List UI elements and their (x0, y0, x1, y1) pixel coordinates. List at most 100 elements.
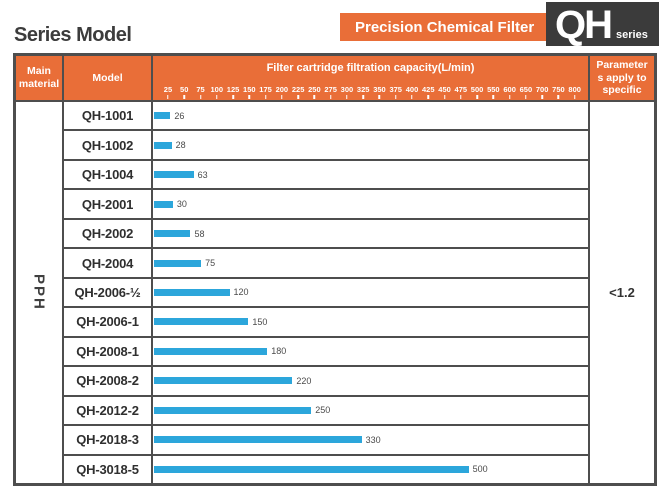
model-cell: QH-2008-1 (63, 336, 152, 367)
capacity-bar-cell: 500 (152, 454, 589, 484)
axis-tick-mark (167, 95, 169, 99)
logo-series-label: series (616, 29, 648, 41)
model-cell: QH-2001 (63, 189, 152, 219)
model-cell: QH-2006-1 (63, 307, 152, 337)
capacity-bar (154, 318, 249, 326)
axis-tick-label: 550 (487, 85, 500, 94)
capacity-bar (154, 141, 172, 149)
axis-tick-label: 700 (535, 85, 549, 94)
capacity-bar-cell: 30 (152, 189, 589, 219)
capacity-bar (154, 406, 312, 414)
capacity-bar (154, 112, 171, 120)
header-capacity: Filter cartridge filtration capacity(L/m… (152, 55, 589, 101)
axis-tick-mark (183, 95, 185, 99)
capacity-bar-cell: 180 (152, 336, 589, 367)
capacity-value: 58 (194, 228, 205, 239)
model-cell: QH-2018-3 (63, 425, 152, 455)
axis-tick-mark (411, 95, 413, 99)
capacity-bar (154, 465, 469, 473)
capacity-bar-cell: 220 (152, 366, 589, 396)
capacity-value: 220 (296, 375, 312, 386)
main-material-cell: PPH (15, 101, 63, 484)
model-cell: QH-1002 (63, 130, 152, 160)
model-cell: QH-2002 (63, 218, 152, 249)
capacity-value: 330 (365, 434, 381, 445)
axis-tick-mark (281, 95, 283, 99)
axis-tick-mark (557, 95, 560, 99)
axis-tick-label: 325 (356, 85, 370, 94)
axis-tick-label: 125 (226, 85, 240, 94)
capacity-value: 250 (315, 405, 331, 416)
axis-tick-mark (199, 95, 202, 99)
axis-tick-label: 175 (259, 85, 272, 94)
axis-tick-mark (264, 95, 267, 99)
page-title: Series Model (14, 24, 132, 46)
axis-tick-mark (248, 95, 251, 99)
axis-tick-label: 650 (519, 85, 533, 94)
axis-tick-mark (541, 95, 543, 99)
axis-tick-label: 200 (275, 85, 289, 94)
axis-tick-label: 750 (552, 85, 565, 94)
axis-tick-label: 75 (196, 85, 205, 94)
capacity-bar-cell: 120 (152, 277, 589, 308)
model-cell: QH-1004 (63, 159, 152, 190)
axis-tick-mark (525, 95, 527, 99)
capacity-bar-cell: 75 (152, 248, 589, 278)
axis-tick-mark (346, 95, 348, 99)
header-parameters: Parameter s apply to specific (589, 55, 655, 101)
capacity-value: 120 (233, 287, 249, 298)
capacity-value: 28 (175, 140, 186, 151)
axis-tick-label: 300 (340, 85, 354, 94)
capacity-bar (154, 200, 173, 208)
capacity-bar-cell: 58 (152, 218, 589, 249)
axis-tick-mark (232, 95, 234, 99)
header-parameters-line: specific (602, 84, 642, 97)
axis-tick-label: 375 (389, 85, 402, 94)
axis-tick-label: 400 (405, 85, 419, 94)
capacity-bar (154, 171, 194, 179)
axis-tick-label: 25 (163, 85, 173, 94)
capacity-bar (154, 288, 230, 296)
capacity-bar-cell: 330 (152, 425, 589, 455)
axis-tick-label: 50 (180, 85, 189, 94)
axis-tick-label: 250 (308, 85, 321, 94)
capacity-bar (154, 347, 268, 355)
header-main-material: Main material (15, 55, 63, 101)
model-cell: QH-2004 (63, 248, 152, 278)
axis-tick-label: 450 (438, 85, 451, 94)
main-material-value: PPH (30, 274, 48, 311)
capacity-value: 26 (174, 110, 185, 121)
axis-tick-mark (492, 95, 495, 99)
capacity-value: 180 (271, 346, 287, 357)
model-cell: QH-2008-2 (63, 366, 152, 396)
axis-tick-mark (476, 95, 478, 99)
axis-tick-label: 275 (324, 85, 337, 94)
axis-tick-mark (362, 95, 364, 99)
header-model: Model (63, 55, 152, 101)
model-cell: QH-1001 (63, 101, 152, 131)
axis-tick-label: 800 (568, 85, 581, 94)
parameters-value: <1.2 (589, 101, 655, 484)
capacity-bar-cell: 150 (152, 307, 589, 337)
model-cell: QH-3018-5 (63, 454, 152, 484)
axis-tick-label: 475 (454, 85, 468, 94)
axis-tick-label: 500 (470, 85, 484, 94)
axis-tick-mark (329, 95, 332, 99)
axis-tick-mark (573, 95, 576, 99)
chart-title: Filter cartridge filtration capacity(L/m… (266, 62, 475, 74)
logo-text: QH (555, 2, 613, 47)
axis-tick-label: 350 (373, 85, 386, 94)
series-logo: QH series (546, 2, 659, 46)
axis-tick-mark (443, 95, 446, 99)
capacity-bar-cell: 28 (152, 130, 589, 160)
capacity-bar-cell: 26 (152, 101, 589, 131)
model-cell: QH-2006-½ (63, 277, 152, 308)
capacity-bar-cell: 250 (152, 395, 589, 426)
axis-tick-mark (297, 95, 299, 99)
axis-tick-mark (508, 95, 511, 99)
axis-tick-mark (378, 95, 381, 99)
header-model-label: Model (92, 71, 123, 84)
capacity-bar-cell: 63 (152, 159, 589, 190)
axis-tick-mark (313, 95, 316, 99)
